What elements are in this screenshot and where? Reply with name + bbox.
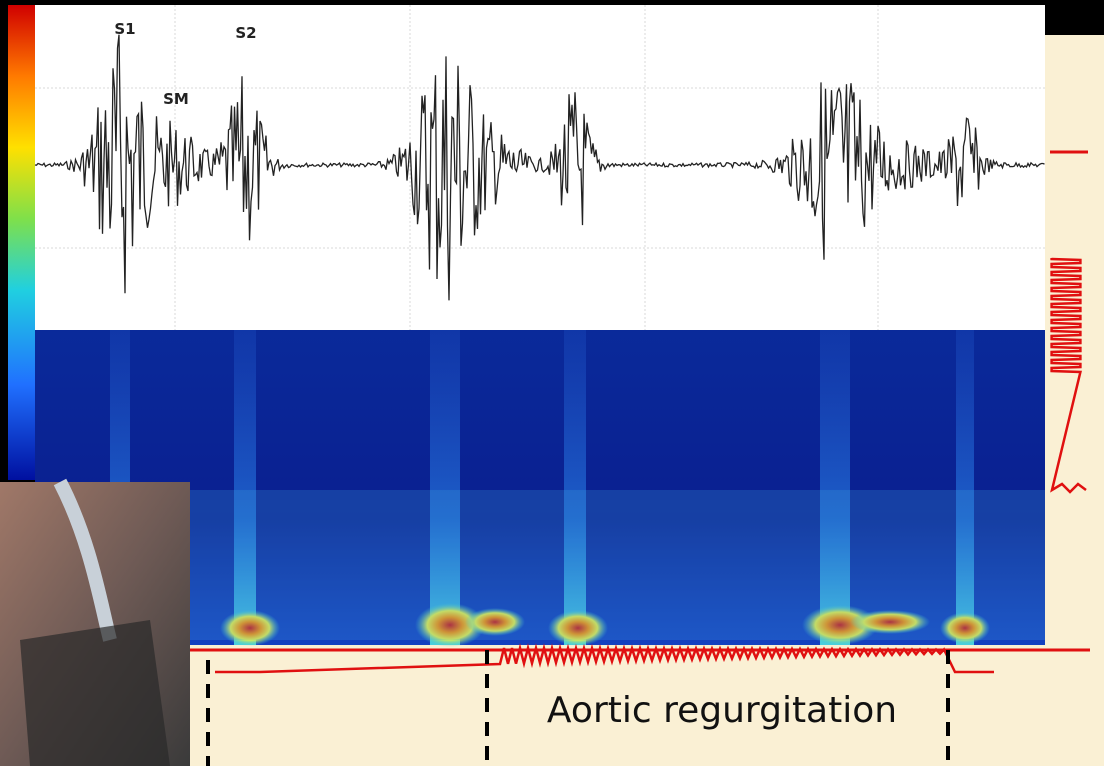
spectral-feature (940, 612, 990, 644)
spectral-feature (430, 330, 460, 645)
photo-tube (53, 478, 117, 642)
spectral-feature (820, 330, 850, 645)
spectrogram-features (110, 330, 1045, 647)
phase-markers (206, 650, 950, 766)
spectrogram (35, 330, 1045, 645)
spectral-feature (564, 330, 586, 645)
s1-label: S1 (114, 20, 135, 38)
murmur-trace (215, 643, 994, 674)
spectral-feature (190, 490, 1045, 640)
waveform (34, 34, 1045, 301)
waveform-grid (35, 5, 1045, 330)
spectral-feature (850, 610, 930, 634)
spectral-feature (234, 330, 256, 645)
spectral-feature (548, 610, 608, 646)
spectral-feature (415, 603, 485, 647)
caption: Aortic regurgitation (547, 690, 897, 731)
spectral-feature (220, 610, 280, 646)
waveform-panel (35, 5, 1045, 330)
sm-label: SM (163, 90, 189, 108)
right-trace (1050, 257, 1087, 494)
photo-device (20, 620, 170, 766)
s2-label: S2 (235, 24, 256, 42)
spectral-feature (956, 330, 974, 645)
color-bar (8, 5, 35, 480)
spectral-feature (465, 608, 525, 636)
